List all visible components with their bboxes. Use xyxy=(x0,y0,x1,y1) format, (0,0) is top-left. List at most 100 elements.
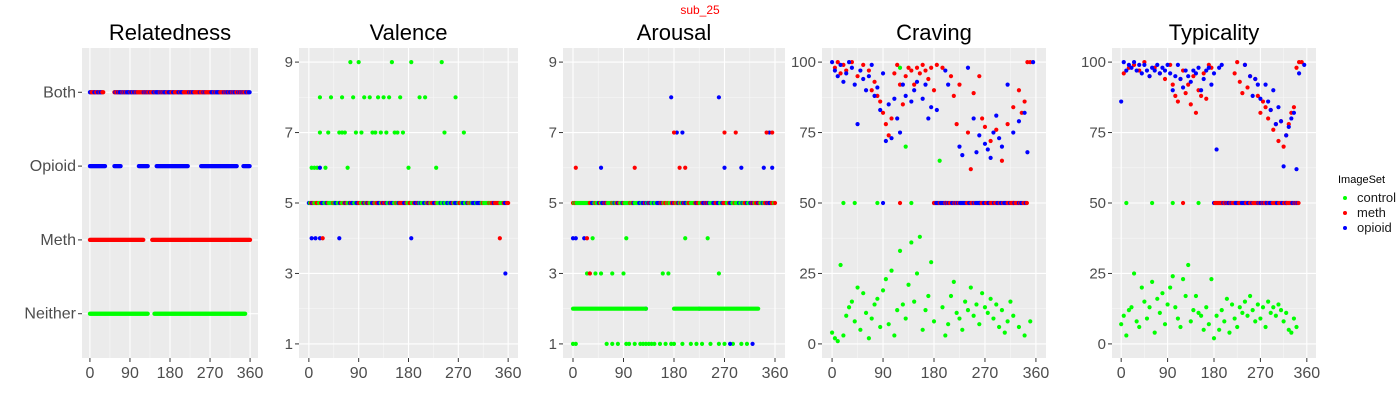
data-point xyxy=(722,341,727,347)
data-point xyxy=(943,333,948,338)
panel-title: Arousal xyxy=(637,20,712,45)
data-point xyxy=(832,336,838,341)
x-tick-label: 270 xyxy=(445,365,472,382)
data-point xyxy=(934,62,939,68)
data-point xyxy=(1131,59,1137,65)
x-tick-label: 360 xyxy=(237,365,264,382)
data-point xyxy=(988,155,993,161)
data-point xyxy=(985,147,990,152)
data-point xyxy=(1150,200,1155,206)
data-point xyxy=(764,130,769,135)
data-point xyxy=(680,341,685,347)
data-point xyxy=(604,341,609,347)
data-point xyxy=(761,165,766,170)
data-point xyxy=(1188,319,1193,324)
data-point xyxy=(1204,68,1209,73)
data-point xyxy=(320,236,325,241)
data-point xyxy=(750,341,755,347)
data-point xyxy=(1193,293,1199,299)
data-point xyxy=(923,307,928,313)
data-point xyxy=(1232,316,1237,321)
legend-dot-control xyxy=(1343,196,1347,200)
data-point xyxy=(1263,82,1268,87)
data-point xyxy=(869,316,874,321)
data-point xyxy=(342,130,347,135)
data-point xyxy=(593,271,598,276)
data-point xyxy=(872,79,877,84)
data-point xyxy=(957,144,962,149)
data-point xyxy=(971,116,976,121)
y-tick-label: Both xyxy=(43,84,76,101)
data-point xyxy=(663,341,668,347)
data-point xyxy=(1002,330,1007,335)
x-tick-label: 180 xyxy=(157,365,184,382)
data-point xyxy=(914,271,920,276)
data-point xyxy=(923,82,928,87)
data-point xyxy=(610,271,615,276)
data-point xyxy=(861,291,866,296)
data-point xyxy=(1276,302,1281,307)
data-point xyxy=(1289,330,1294,335)
y-tick-label: 0 xyxy=(808,336,816,353)
data-point xyxy=(367,95,372,100)
data-point xyxy=(948,74,954,79)
data-point xyxy=(1247,74,1253,79)
data-point xyxy=(1268,310,1273,316)
data-point xyxy=(994,302,999,307)
data-point xyxy=(889,116,894,121)
data-point xyxy=(185,163,190,169)
data-point xyxy=(1162,76,1168,82)
data-point xyxy=(1147,74,1152,79)
data-point xyxy=(1024,200,1029,206)
data-point xyxy=(926,116,931,121)
data-point xyxy=(858,327,863,332)
data-point xyxy=(1232,71,1237,76)
data-point xyxy=(838,262,843,268)
data-point xyxy=(909,68,914,73)
data-point xyxy=(880,71,886,76)
data-point xyxy=(977,74,982,79)
data-point xyxy=(353,130,359,135)
data-point xyxy=(598,165,604,170)
data-point xyxy=(234,163,239,169)
data-point xyxy=(906,282,911,287)
data-point xyxy=(1302,62,1307,68)
data-point xyxy=(897,200,903,206)
data-point xyxy=(1157,71,1162,76)
data-point xyxy=(1242,299,1248,304)
data-point xyxy=(880,200,886,206)
data-point xyxy=(880,110,886,115)
data-point xyxy=(1266,299,1271,304)
data-point xyxy=(1183,293,1188,299)
data-point xyxy=(895,307,900,313)
data-point xyxy=(506,200,511,206)
legend: ImageSet control meth opioid xyxy=(1338,174,1398,235)
legend-key-opioid xyxy=(1338,220,1352,235)
data-point xyxy=(1030,59,1036,65)
data-point xyxy=(317,165,323,170)
data-point xyxy=(1121,59,1126,65)
data-point xyxy=(931,319,937,324)
data-point xyxy=(906,65,911,70)
data-point xyxy=(982,305,988,310)
data-point xyxy=(326,130,331,135)
data-point xyxy=(934,107,939,113)
data-point xyxy=(1124,200,1129,206)
data-point xyxy=(1191,68,1196,73)
data-point xyxy=(1168,285,1173,290)
data-point xyxy=(869,62,874,68)
data-point xyxy=(657,341,663,347)
x-tick-label: 180 xyxy=(661,365,688,382)
data-point xyxy=(683,165,688,170)
data-point xyxy=(892,71,897,76)
data-point xyxy=(937,158,942,163)
data-point xyxy=(1025,150,1030,155)
data-point xyxy=(977,133,982,138)
data-point xyxy=(1188,79,1193,84)
data-point xyxy=(980,116,985,121)
data-point xyxy=(705,236,710,241)
data-point xyxy=(1255,93,1260,99)
data-point xyxy=(1126,307,1132,313)
data-point xyxy=(669,95,674,100)
data-point xyxy=(503,271,508,276)
